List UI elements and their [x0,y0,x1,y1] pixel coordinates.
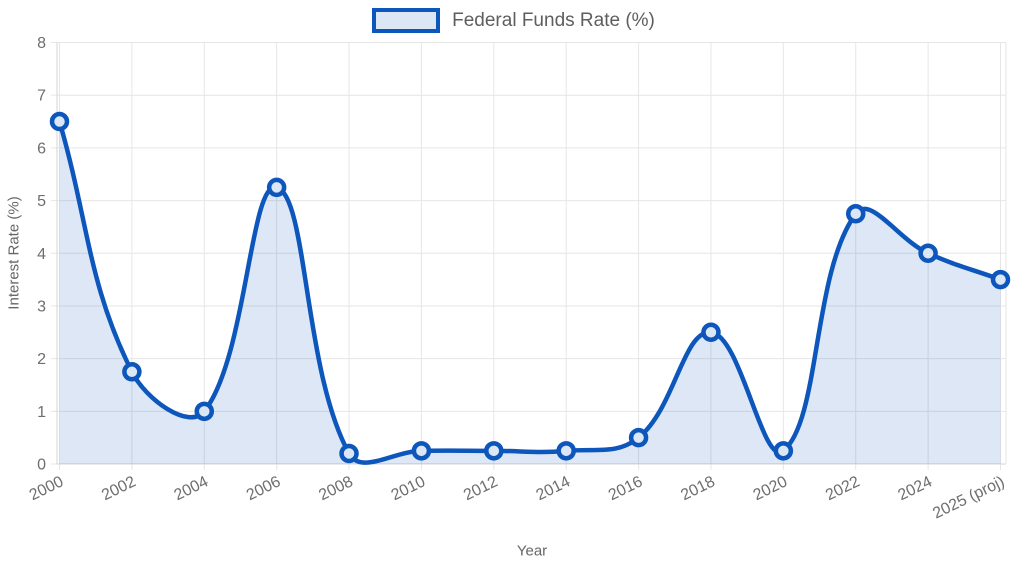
legend-swatch [372,8,441,33]
y-tick-label: 4 [37,246,46,263]
data-point-marker[interactable] [49,111,70,132]
x-tick-label: 2002 [99,473,139,504]
x-tick-label: 2008 [316,473,356,504]
x-tick-label: 2006 [244,473,284,504]
data-point-marker[interactable] [628,427,649,448]
data-point-marker[interactable] [484,441,504,461]
data-point-marker[interactable] [918,243,938,263]
x-tick-label: 2010 [389,473,429,504]
x-axis-title: Year [516,542,548,560]
x-tick-label: 2020 [751,473,791,504]
y-tick-label: 7 [37,88,46,105]
data-point-marker[interactable] [339,443,359,464]
y-axis-title: Interest Rate (%) [5,196,23,310]
x-tick-label: 2016 [606,473,646,504]
y-tick-label: 2 [37,351,46,368]
y-tick-label: 5 [37,193,46,210]
chart-legend[interactable]: Federal Funds Rate (%) [0,8,1027,33]
x-tick-label: 2000 [27,473,67,504]
x-tick-label: 2004 [172,473,212,504]
data-point-marker[interactable] [556,441,576,461]
x-tick-label: 2012 [461,473,501,504]
data-point-marker[interactable] [266,177,287,198]
x-tick-label: 2024 [895,473,935,504]
data-point-marker[interactable] [773,441,794,461]
y-tick-label: 6 [37,140,46,157]
x-tick-label: 2025 (proj) [930,473,1007,522]
x-tick-label: 2018 [678,473,718,504]
data-point-marker[interactable] [701,322,721,343]
y-tick-label: 0 [37,457,46,474]
data-point-marker[interactable] [122,362,142,382]
data-point-marker[interactable] [990,269,1011,290]
x-tick-label: 2022 [823,473,863,504]
x-tick-label: 2014 [534,473,574,504]
legend-label: Federal Funds Rate (%) [452,9,655,31]
y-tick-label: 1 [37,404,46,421]
y-tick-label: 8 [37,35,46,52]
data-point-marker[interactable] [411,441,432,461]
series-area-fill [59,121,1001,464]
data-point-marker[interactable] [845,203,866,224]
data-point-marker[interactable] [194,401,215,422]
y-tick-label: 3 [37,298,46,315]
